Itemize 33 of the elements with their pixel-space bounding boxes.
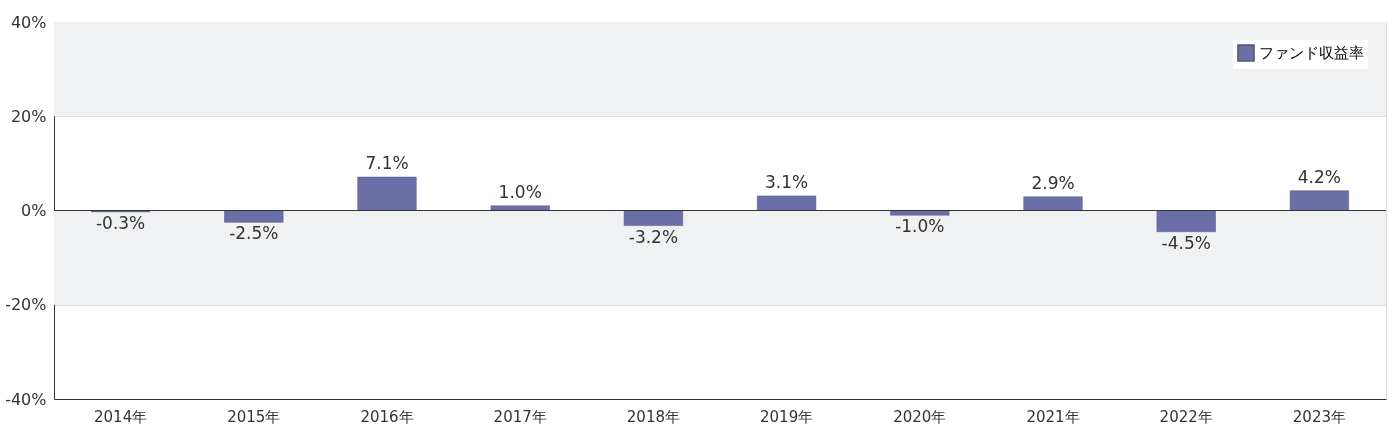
bar <box>757 195 817 211</box>
y-tick-label: -20% <box>5 295 47 315</box>
y-tick-label: 20% <box>10 106 47 126</box>
bar <box>224 210 284 223</box>
y-tick-label: 40% <box>10 12 47 32</box>
x-tick-label: 2018年 <box>626 407 680 426</box>
data-label: 4.2% <box>1297 166 1341 187</box>
data-label: 3.1% <box>765 171 809 192</box>
data-label: -0.3% <box>95 212 146 233</box>
data-label: -1.0% <box>895 216 945 237</box>
data-label: 2.9% <box>1031 172 1075 193</box>
x-tick-label: 2021年 <box>1026 407 1080 426</box>
x-tick-label: 2015年 <box>227 407 281 426</box>
y-tick-label: 0% <box>21 201 47 220</box>
x-tick-label: 2019年 <box>760 407 814 426</box>
bar <box>1023 196 1083 211</box>
x-tick-label: 2020年 <box>893 407 947 426</box>
bar <box>1156 210 1216 232</box>
bar <box>357 176 417 211</box>
bar <box>623 210 683 226</box>
bar <box>1289 190 1349 211</box>
x-tick-label: 2022年 <box>1159 407 1213 426</box>
legend-label: ファンド収益率 <box>1259 44 1364 62</box>
data-label: -2.5% <box>229 223 279 244</box>
data-label: -3.2% <box>628 226 679 247</box>
x-tick-label: 2014年 <box>94 407 148 426</box>
data-label: -4.5% <box>1161 232 1211 253</box>
y-tick-label: -40% <box>5 389 47 409</box>
data-label: 1.0% <box>498 181 542 202</box>
x-tick-label: 2017年 <box>493 407 547 426</box>
x-tick-label: 2016年 <box>360 407 414 426</box>
data-label: 7.1% <box>365 153 409 174</box>
x-tick-label: 2023年 <box>1292 407 1346 426</box>
